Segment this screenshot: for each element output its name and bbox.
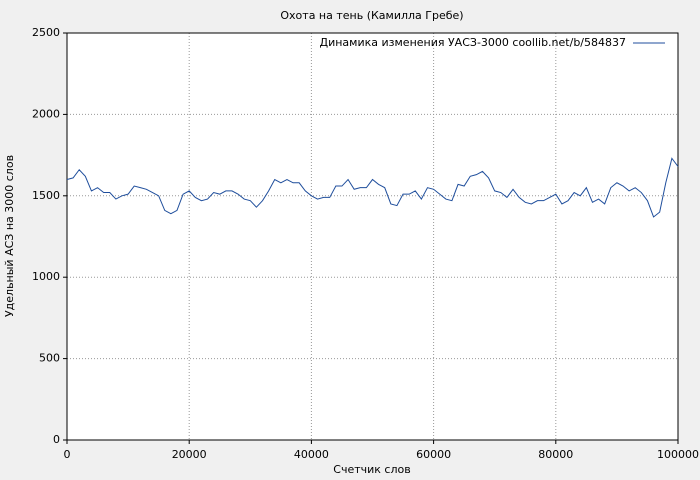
x-tick-label: 100000 — [657, 448, 699, 461]
data-line — [66, 157, 679, 218]
y-tick-label: 1000 — [32, 270, 60, 283]
y-tick-label: 2500 — [32, 26, 60, 39]
y-tick-label: 500 — [39, 352, 60, 365]
y-tick-label: 1500 — [32, 189, 60, 202]
x-tick-label: 60000 — [416, 448, 451, 461]
y-tick-label: 2000 — [32, 107, 60, 120]
y-tick-label: 0 — [53, 433, 60, 446]
x-tick-label: 80000 — [538, 448, 573, 461]
plot-frame — [66, 32, 679, 441]
x-tick-label: 40000 — [294, 448, 329, 461]
legend-label: Динамика изменения УАСЗ-3000 coollib.net… — [320, 36, 627, 49]
x-axis-label: Счетчик слов — [333, 463, 410, 476]
x-tick-label: 0 — [64, 448, 71, 461]
plot-area — [67, 33, 678, 440]
chart-title: Охота на тень (Камилла Гребе) — [280, 9, 463, 22]
y-axis-label: Удельный АСЗ на 3000 слов — [3, 155, 16, 317]
x-tick-label: 20000 — [172, 448, 207, 461]
